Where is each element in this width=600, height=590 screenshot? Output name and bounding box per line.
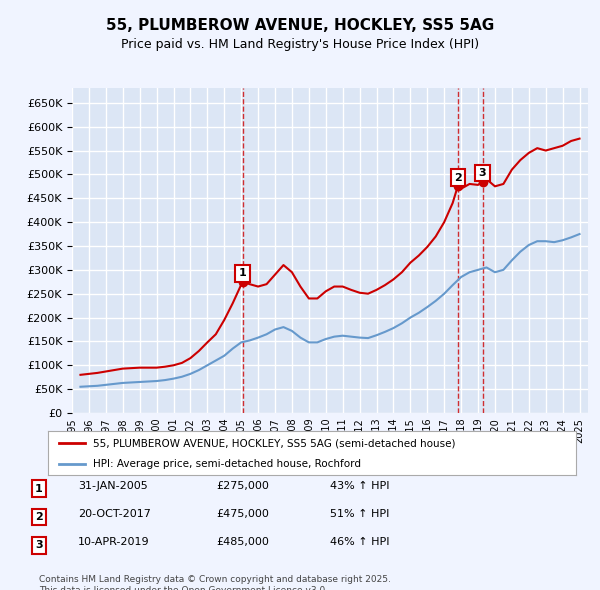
Text: Price paid vs. HM Land Registry's House Price Index (HPI): Price paid vs. HM Land Registry's House … [121, 38, 479, 51]
Text: 31-JAN-2005: 31-JAN-2005 [78, 481, 148, 491]
Text: 3: 3 [35, 540, 43, 550]
Text: £485,000: £485,000 [216, 537, 269, 548]
Text: 10-APR-2019: 10-APR-2019 [78, 537, 149, 548]
Text: 43% ↑ HPI: 43% ↑ HPI [330, 481, 389, 491]
Text: HPI: Average price, semi-detached house, Rochford: HPI: Average price, semi-detached house,… [93, 459, 361, 469]
Text: Contains HM Land Registry data © Crown copyright and database right 2025.
This d: Contains HM Land Registry data © Crown c… [39, 575, 391, 590]
Text: 20-OCT-2017: 20-OCT-2017 [78, 509, 151, 519]
Text: £475,000: £475,000 [216, 509, 269, 519]
Text: £275,000: £275,000 [216, 481, 269, 491]
Text: 55, PLUMBEROW AVENUE, HOCKLEY, SS5 5AG: 55, PLUMBEROW AVENUE, HOCKLEY, SS5 5AG [106, 18, 494, 32]
Text: 46% ↑ HPI: 46% ↑ HPI [330, 537, 389, 548]
Text: 1: 1 [239, 268, 247, 278]
Text: 51% ↑ HPI: 51% ↑ HPI [330, 509, 389, 519]
Text: 55, PLUMBEROW AVENUE, HOCKLEY, SS5 5AG (semi-detached house): 55, PLUMBEROW AVENUE, HOCKLEY, SS5 5AG (… [93, 438, 455, 448]
Text: 2: 2 [454, 173, 461, 183]
Text: 2: 2 [35, 512, 43, 522]
Text: 1: 1 [35, 484, 43, 494]
Text: 3: 3 [479, 168, 487, 178]
